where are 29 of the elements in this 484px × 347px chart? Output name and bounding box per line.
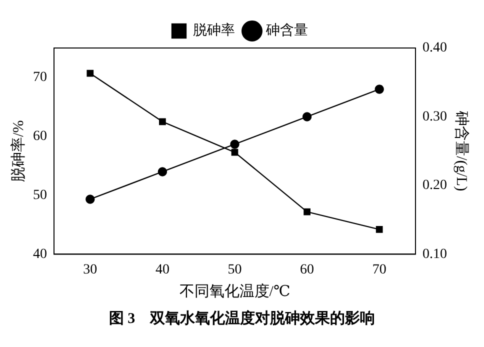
y2-tick-label: 0.10 [422, 246, 447, 262]
legend-label: 脱砷率 [193, 22, 235, 39]
point [304, 208, 310, 216]
point [376, 226, 383, 233]
point [86, 70, 94, 77]
y-tick-label: 50 [33, 188, 47, 203]
y2-tick-label: 0.20 [422, 178, 447, 194]
point [158, 167, 168, 176]
y2-tick-label: 0.40 [422, 40, 447, 56]
y-tick-label: 70 [33, 70, 47, 86]
x-tick-label: 40 [155, 262, 170, 278]
x-tick-label: 60 [300, 262, 314, 278]
point [86, 194, 95, 204]
point [302, 112, 312, 122]
y2-axis-title: 砷含量/(g/L) [453, 110, 470, 192]
x-tick-label: 50 [228, 262, 242, 278]
point [231, 148, 238, 156]
y2-tick-label: 0.30 [422, 109, 447, 124]
point [230, 140, 240, 149]
text: 图 3 双氧水氧化温度对脱砷效果的影响 [108, 309, 376, 328]
legend-label: 砷含量 [265, 22, 308, 39]
x-tick-label: 70 [372, 262, 386, 278]
y-tick-label: 60 [33, 129, 47, 144]
x-tick-label: 30 [83, 262, 98, 278]
point [159, 118, 166, 126]
point [374, 84, 384, 94]
x-axis-title: 不同氧化温度/℃ [179, 282, 290, 300]
y-tick-label: 40 [33, 246, 47, 262]
y-axis-title: 脱砷率/% [10, 120, 27, 182]
